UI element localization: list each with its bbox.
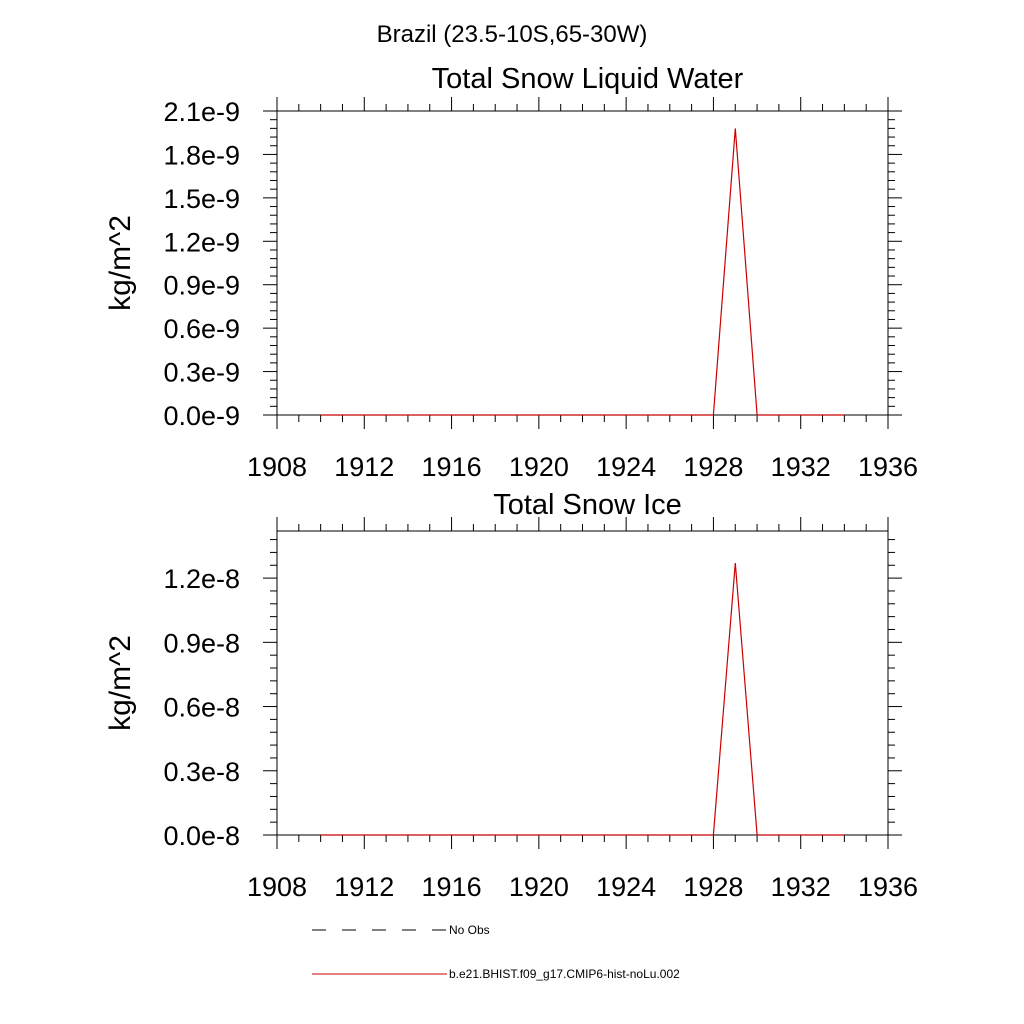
x-tick-label: 1916 bbox=[422, 872, 482, 902]
x-tick-label: 1908 bbox=[247, 452, 307, 482]
y-tick-label: 0.6e-8 bbox=[163, 693, 240, 723]
x-tick-label: 1920 bbox=[509, 872, 569, 902]
x-tick-label: 1916 bbox=[422, 452, 482, 482]
y-tick-label: 0.0e-9 bbox=[163, 401, 240, 431]
legend-label-2: b.e21.BHIST.f09_g17.CMIP6-hist-noLu.002 bbox=[449, 967, 680, 981]
series-line-1 bbox=[320, 128, 845, 416]
y-tick-label: 1.2e-8 bbox=[163, 564, 240, 594]
chart-title: Total Snow Liquid Water bbox=[432, 63, 744, 95]
legend-label-1: No Obs bbox=[449, 923, 490, 937]
y-tick-label: 0.3e-8 bbox=[163, 757, 240, 787]
y-tick-label: 0.9e-9 bbox=[163, 271, 240, 301]
y-tick-label: 1.8e-9 bbox=[163, 140, 240, 170]
y-tick-label: 1.2e-9 bbox=[163, 227, 240, 257]
y-tick-label: 0.6e-9 bbox=[163, 314, 240, 344]
figure-suptitle: Brazil (23.5-10S,65-30W) bbox=[377, 21, 648, 48]
y-tick-label: 1.5e-9 bbox=[163, 184, 240, 214]
plot-frame bbox=[276, 530, 889, 836]
chart-panel-2: Total Snow Ice kg/m^2 1908 1912 1916 1920 1924… bbox=[104, 489, 918, 902]
plot-frame bbox=[276, 110, 889, 416]
chart-panel-1: Total Snow Liquid Water kg/m^2 1908 1912 191… bbox=[104, 63, 918, 482]
y-axis-label: kg/m^2 bbox=[104, 215, 137, 311]
plots-group: Total Snow Liquid Water kg/m^2 1908 1912 191… bbox=[104, 63, 918, 902]
y-tick-label: 0.0e-8 bbox=[163, 821, 240, 851]
x-tick-label: 1912 bbox=[334, 452, 394, 482]
x-tick-label: 1928 bbox=[683, 872, 743, 902]
x-tick-label: 1936 bbox=[858, 452, 918, 482]
y-tick-label: 0.3e-9 bbox=[163, 358, 240, 388]
x-tick-label: 1920 bbox=[509, 452, 569, 482]
legend: No Obs b.e21.BHIST.f09_g17.CMIP6-hist-noL… bbox=[312, 923, 680, 981]
chart-title: Total Snow Ice bbox=[493, 489, 682, 521]
y-axis-label: kg/m^2 bbox=[104, 635, 137, 731]
x-tick-label: 1908 bbox=[247, 872, 307, 902]
x-tick-label: 1924 bbox=[596, 872, 656, 902]
x-tick-label: 1936 bbox=[858, 872, 918, 902]
x-tick-label: 1924 bbox=[596, 452, 656, 482]
series-line-1 bbox=[320, 563, 845, 836]
x-tick-label: 1932 bbox=[771, 872, 831, 902]
x-tick-label: 1932 bbox=[771, 452, 831, 482]
x-tick-label: 1928 bbox=[683, 452, 743, 482]
x-tick-label: 1912 bbox=[334, 872, 394, 902]
y-tick-label: 0.9e-8 bbox=[163, 628, 240, 658]
y-tick-label: 2.1e-9 bbox=[163, 97, 240, 127]
